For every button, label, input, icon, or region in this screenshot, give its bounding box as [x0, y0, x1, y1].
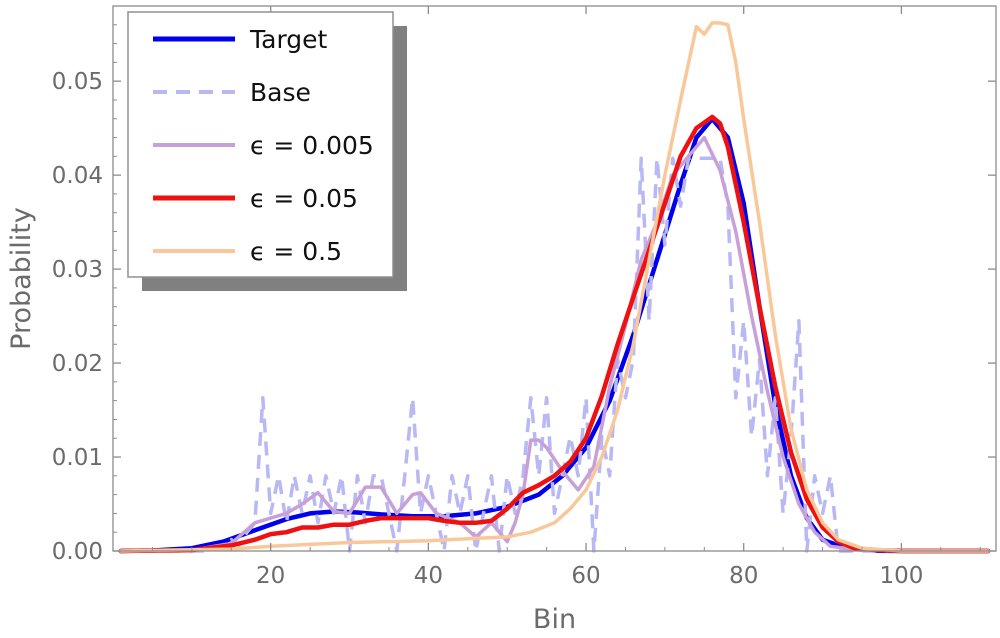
x-tick-label: 100 — [879, 563, 923, 589]
x-tick-label: 20 — [256, 563, 285, 589]
x-axis-title: Bin — [533, 604, 576, 635]
series-line-0-05 — [118, 114, 991, 554]
plot-frame — [112, 5, 997, 552]
legend-label-0-5: ϵ = 0.5 — [250, 237, 342, 266]
x-tick-label: 60 — [571, 563, 600, 589]
y-tick-label: 0.00 — [52, 539, 103, 565]
legend-label-0-005: ϵ = 0.005 — [250, 131, 374, 160]
legend-label-target: Target — [249, 25, 328, 54]
series-line-0-5 — [119, 21, 990, 553]
y-tick-label: 0.05 — [52, 69, 103, 95]
y-tick-label: 0.01 — [52, 445, 103, 471]
x-axis: 20 40 60 80 100 — [151, 6, 981, 589]
x-tick-label: 40 — [414, 563, 443, 589]
legend: Target Base ϵ = 0.005 ϵ = 0.05 ϵ = 0.5 — [127, 11, 407, 291]
series-layer — [118, 21, 991, 554]
y-axis: 0.00 0.01 0.02 0.03 0.04 0.05 — [52, 24, 996, 565]
legend-label-base: Base — [250, 78, 311, 107]
series-line-base — [120, 156, 989, 553]
y-tick-label: 0.03 — [52, 257, 103, 283]
legend-label-0-05: ϵ = 0.05 — [250, 184, 358, 213]
series-line-target — [118, 116, 991, 554]
y-tick-label: 0.04 — [52, 163, 103, 189]
y-tick-label: 0.02 — [52, 351, 103, 377]
series-line-0-005 — [119, 135, 990, 553]
y-axis-title: Probability — [6, 207, 37, 350]
x-tick-label: 80 — [729, 563, 758, 589]
